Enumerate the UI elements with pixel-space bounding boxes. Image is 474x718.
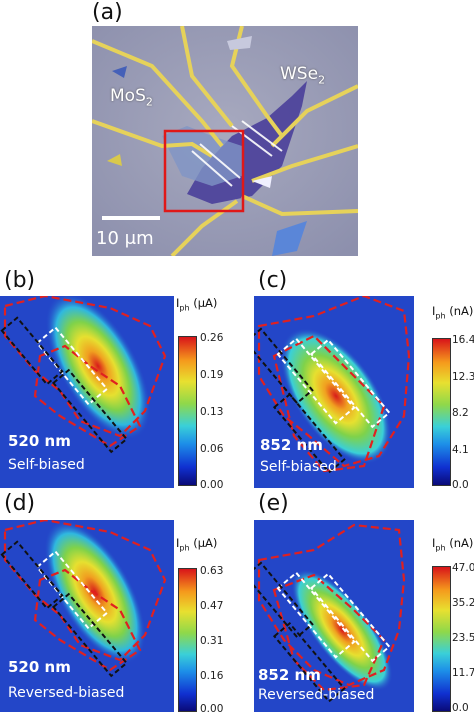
cbar-tick-b-2: 0.13 bbox=[200, 406, 224, 418]
cbar-tick-c-4: 0.0 bbox=[452, 479, 469, 491]
cbar-tick-b-1: 0.19 bbox=[200, 369, 224, 381]
cbar-tick-b-3: 0.06 bbox=[200, 443, 224, 455]
cbar-tick-d-4: 0.00 bbox=[200, 703, 224, 715]
cbar-tick-b-0: 0.26 bbox=[200, 332, 224, 344]
condition-label-c: Self-biased bbox=[260, 459, 337, 475]
photocurrent-map-b: 520 nm Self-biased bbox=[0, 296, 174, 488]
colorbar-title-b: Iph (μA) bbox=[176, 296, 218, 313]
colorbar-d bbox=[178, 568, 197, 712]
cbar-tick-d-0: 0.63 bbox=[200, 565, 224, 577]
condition-label-e: Reversed-biased bbox=[258, 687, 375, 703]
wavelength-label-c: 852 nm bbox=[260, 436, 323, 454]
cbar-tick-d-2: 0.31 bbox=[200, 635, 224, 647]
optical-micrograph: MoS2 WSe2 10 μm bbox=[91, 25, 359, 258]
panel-b-label: (b) bbox=[4, 268, 36, 293]
cbar-tick-d-1: 0.47 bbox=[200, 600, 224, 612]
colorbar-e bbox=[432, 566, 451, 712]
panel-e-label: (e) bbox=[258, 491, 289, 516]
scale-bar-label: 10 μm bbox=[96, 228, 154, 249]
wavelength-label-d: 520 nm bbox=[8, 658, 71, 676]
colorbar-b bbox=[178, 336, 197, 486]
wse2-label: WSe2 bbox=[280, 64, 326, 87]
cbar-tick-b-4: 0.00 bbox=[200, 479, 224, 491]
micrograph-image bbox=[91, 25, 359, 258]
colorbar-title-d: Iph (μA) bbox=[176, 536, 218, 553]
cbar-tick-c-0: 16.4 bbox=[452, 334, 474, 346]
colorbar-c bbox=[432, 338, 451, 486]
panel-d-label: (d) bbox=[4, 491, 36, 516]
cbar-tick-e-1: 35.2 bbox=[452, 597, 474, 609]
cbar-tick-c-1: 12.3 bbox=[452, 371, 474, 383]
region-highlight-box bbox=[163, 129, 245, 213]
wavelength-label-b: 520 nm bbox=[8, 432, 71, 450]
cbar-tick-e-3: 11.7 bbox=[452, 667, 474, 679]
panel-c-label: (c) bbox=[258, 268, 288, 293]
panel-a-label: (a) bbox=[92, 0, 123, 25]
photocurrent-map-c: 852 nm Self-biased bbox=[254, 296, 414, 488]
cbar-tick-c-2: 8.2 bbox=[452, 407, 469, 419]
photocurrent-map-d: 520 nm Reversed-biased bbox=[0, 520, 174, 712]
cbar-tick-d-3: 0.16 bbox=[200, 670, 224, 682]
cbar-tick-e-2: 23.5 bbox=[452, 632, 474, 644]
colorbar-title-c: Iph (nA) bbox=[432, 304, 474, 321]
photocurrent-map-e: 852 nm Reversed-biased bbox=[254, 520, 414, 712]
wavelength-label-e: 852 nm bbox=[258, 666, 321, 684]
cbar-tick-e-4: 0.0 bbox=[452, 702, 469, 714]
mos2-label: MoS2 bbox=[110, 86, 153, 109]
cbar-tick-c-3: 4.1 bbox=[452, 444, 469, 456]
scale-bar bbox=[102, 216, 160, 220]
cbar-tick-e-0: 47.0 bbox=[452, 562, 474, 574]
condition-label-d: Reversed-biased bbox=[8, 685, 125, 701]
colorbar-title-e: Iph (nA) bbox=[432, 536, 474, 553]
condition-label-b: Self-biased bbox=[8, 457, 85, 473]
